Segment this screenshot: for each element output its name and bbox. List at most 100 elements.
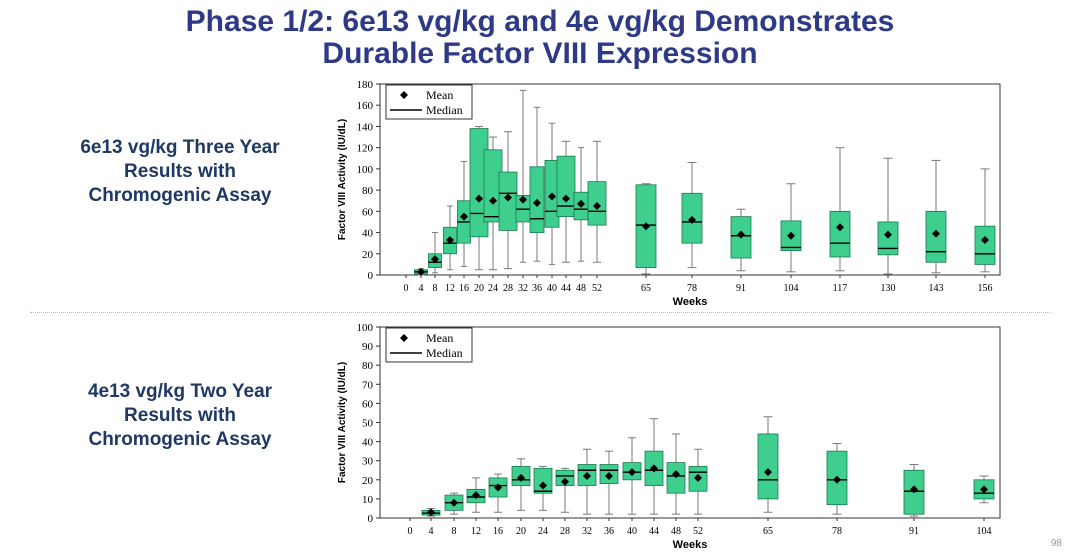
mean-marker (981, 235, 989, 244)
x-tick-label: 12 (471, 526, 481, 537)
box-iqr (974, 225, 996, 265)
mean-marker (446, 235, 454, 244)
x-tick-label: 12 (445, 283, 455, 294)
x-tick-label: 104 (784, 283, 799, 294)
mean-marker (561, 477, 569, 486)
panel2-label-line: Results with (124, 405, 236, 426)
slide-title-line-1: Phase 1/2: 6e13 vg/kg and 4e vg/kg Demon… (185, 5, 895, 38)
box-iqr (829, 210, 851, 258)
mean-marker (836, 223, 844, 232)
x-tick-label: 104 (977, 526, 992, 537)
y-tick-label: 0 (368, 513, 374, 525)
x-tick-label: 44 (649, 526, 659, 537)
legend-median-label: Median (426, 103, 463, 117)
mean-marker (605, 471, 613, 480)
panel2-label: 4e13 vg/kg Two Year Results with Chromog… (50, 380, 310, 452)
x-tick-label: 48 (671, 526, 681, 537)
x-tick-label: 40 (627, 526, 637, 537)
mean-marker (519, 195, 527, 204)
x-tick-label: 28 (560, 526, 570, 537)
mean-marker (460, 212, 468, 221)
x-tick-label: 0 (404, 283, 409, 294)
x-tick-label: 48 (576, 283, 586, 294)
mean-marker (932, 229, 940, 238)
y-tick-label: 60 (362, 206, 374, 218)
mean-marker (764, 468, 772, 477)
legend-box (385, 84, 473, 120)
x-tick-label: 78 (832, 526, 842, 537)
y-axis-label: Factor VIII Activity (IU/dL) (337, 119, 348, 240)
legend-mean-icon (400, 334, 408, 342)
y-tick-label: 10 (362, 494, 374, 506)
mean-marker (583, 471, 591, 480)
y-tick-label: 120 (357, 143, 374, 155)
mean-marker (688, 215, 696, 224)
box-iqr (533, 467, 553, 494)
panel1-label-line: Chromogenic Assay (88, 185, 272, 206)
y-tick-label: 70 (362, 379, 374, 391)
x-tick-label: 52 (592, 283, 602, 294)
x-tick-label: 24 (538, 526, 548, 537)
section-divider (30, 312, 1050, 313)
slide-title-line-2: Durable Factor VIII Expression (322, 37, 758, 70)
y-tick-label: 100 (357, 164, 374, 176)
y-tick-label: 180 (357, 79, 374, 91)
x-tick-label: 91 (909, 526, 919, 537)
mean-marker (489, 196, 497, 205)
x-tick-label: 117 (833, 283, 848, 294)
panel1-label-line: 6e13 vg/kg Three Year (80, 137, 280, 158)
panel1-label: 6e13 vg/kg Three Year Results with Chrom… (50, 136, 310, 208)
y-tick-label: 90 (362, 341, 374, 353)
y-tick-label: 80 (362, 360, 374, 372)
x-tick-label: 4 (429, 526, 434, 537)
legend-mean-label: Mean (426, 331, 453, 345)
y-tick-label: 160 (357, 100, 374, 112)
panel2-label-line: Chromogenic Assay (88, 429, 272, 450)
mean-marker (494, 483, 502, 492)
x-tick-label: 130 (881, 283, 896, 294)
plot-frame (379, 83, 1001, 276)
y-tick-label: 20 (362, 475, 374, 487)
panel2-label-line: 4e13 vg/kg Two Year (87, 381, 273, 402)
mean-marker (472, 491, 480, 500)
mean-marker (562, 194, 570, 203)
x-tick-label: 8 (452, 526, 457, 537)
y-tick-label: 80 (362, 185, 374, 197)
y-tick-label: 40 (362, 228, 374, 240)
y-tick-label: 30 (362, 456, 374, 468)
mean-marker (694, 473, 702, 482)
mean-marker (833, 475, 841, 484)
legend-box (385, 327, 473, 363)
panel1-label-line: Results with (124, 161, 236, 182)
x-tick-label: 91 (736, 283, 746, 294)
mean-marker (577, 199, 585, 208)
mean-marker (475, 194, 483, 203)
mean-marker (884, 230, 892, 239)
mean-marker (504, 193, 512, 202)
x-axis-label: Weeks (673, 296, 708, 308)
mean-marker (539, 481, 547, 490)
mean-marker (593, 202, 601, 211)
mean-marker (642, 222, 650, 231)
mean-marker (737, 230, 745, 239)
x-tick-label: 8 (433, 283, 438, 294)
y-tick-label: 140 (357, 121, 374, 133)
x-tick-label: 28 (503, 283, 513, 294)
x-tick-label: 36 (604, 526, 614, 537)
y-tick-label: 20 (362, 249, 374, 261)
legend-mean-icon (400, 91, 408, 99)
mean-marker (672, 470, 680, 479)
x-tick-label: 65 (763, 526, 773, 537)
x-tick-label: 65 (641, 283, 651, 294)
mean-marker (450, 498, 458, 507)
x-tick-label: 36 (532, 283, 542, 294)
x-tick-label: 44 (561, 283, 571, 294)
legend-median-label: Median (426, 346, 463, 360)
mean-marker (533, 198, 541, 207)
y-axis-label: Factor VIII Activity (IU/dL) (337, 362, 348, 483)
x-tick-label: 16 (493, 526, 503, 537)
x-tick-label: 40 (547, 283, 557, 294)
box-iqr (757, 433, 779, 500)
y-tick-label: 60 (362, 398, 374, 410)
